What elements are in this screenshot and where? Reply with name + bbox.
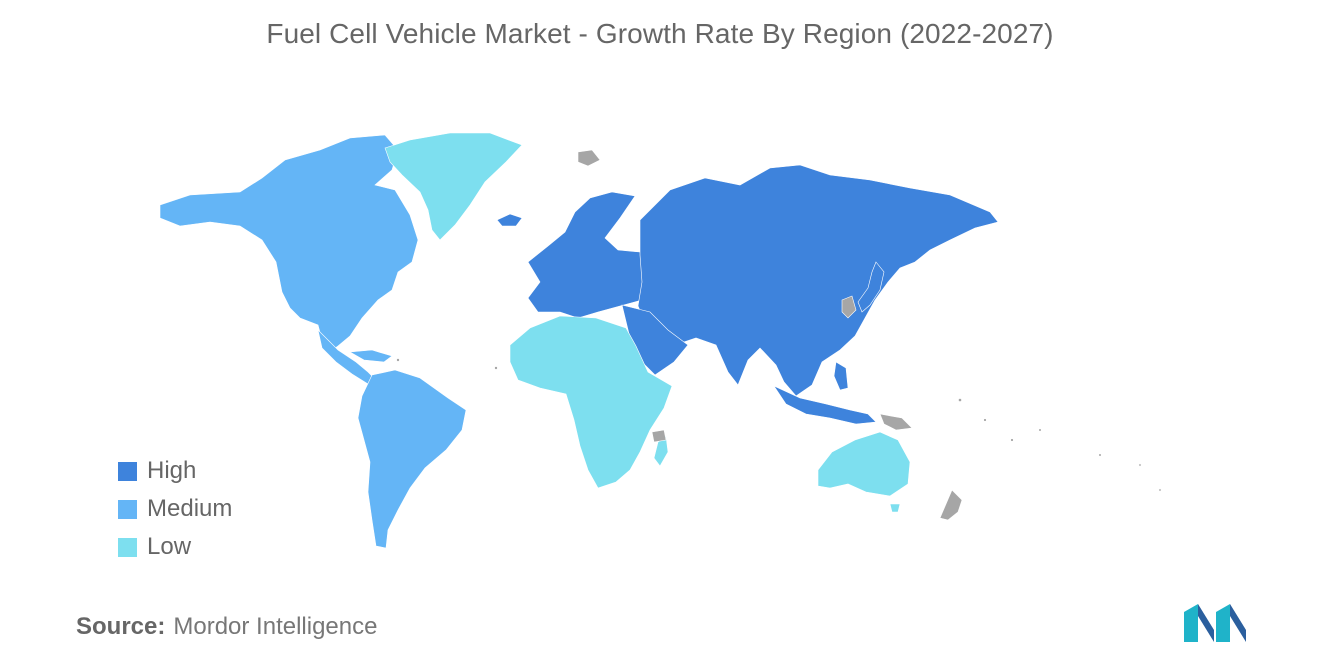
region-papua-new-guinea	[879, 413, 913, 431]
source-note: Source: Mordor Intelligence	[76, 613, 377, 641]
region-new-zealand	[939, 489, 963, 521]
region-se-asia	[773, 385, 877, 425]
region-africa	[509, 315, 673, 489]
source-label: Source:	[76, 613, 166, 640]
legend-label-medium: Medium	[147, 495, 233, 522]
legend-item-low: Low	[118, 528, 232, 566]
region-caribbean	[349, 349, 393, 363]
region-tasmania	[889, 503, 901, 513]
region-japan	[857, 261, 885, 313]
region-south-america	[357, 369, 467, 549]
legend-swatch-low	[118, 537, 137, 557]
legend: High Medium Low	[118, 452, 232, 566]
chart-title: Fuel Cell Vehicle Market - Growth Rate B…	[266, 18, 1054, 49]
mordor-intelligence-logo	[1184, 604, 1246, 642]
pacific-islands	[396, 358, 1162, 492]
source-value: Mordor Intelligence	[173, 613, 378, 640]
region-iceland	[496, 213, 523, 227]
region-svalbard	[577, 149, 601, 167]
region-australia	[817, 431, 911, 497]
region-asia	[637, 164, 999, 397]
legend-label-low: Low	[147, 533, 192, 560]
legend-item-medium: Medium	[118, 490, 232, 528]
region-philippines	[833, 361, 849, 391]
legend-swatch-medium	[118, 499, 137, 519]
region-korea	[841, 295, 857, 319]
region-north-america	[159, 134, 419, 353]
region-greenland	[384, 132, 523, 241]
world-map	[150, 130, 1170, 560]
legend-item-high: High	[118, 452, 232, 490]
legend-label-high: High	[147, 457, 197, 484]
region-europe	[527, 191, 649, 319]
legend-swatch-high	[118, 461, 137, 481]
region-somalia	[651, 429, 667, 443]
